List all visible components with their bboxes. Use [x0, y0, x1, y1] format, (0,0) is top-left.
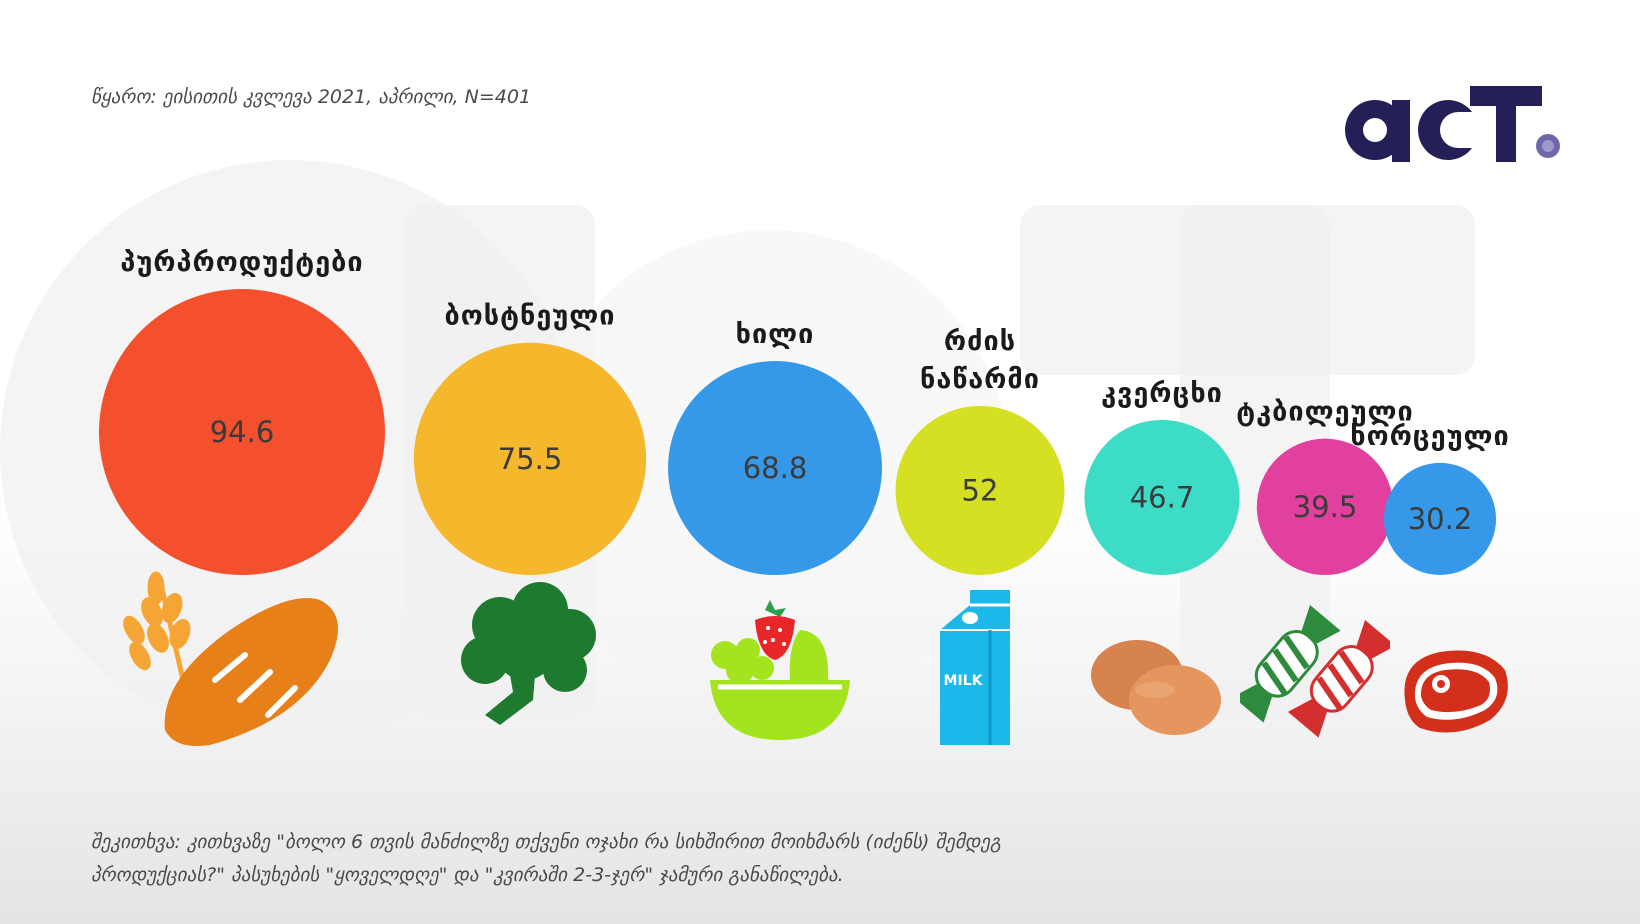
- category-label-2: ხილი: [736, 319, 815, 350]
- bubble-1: [413, 342, 647, 575]
- meat-icon: [1404, 650, 1508, 733]
- value-label-4: 46.7: [1130, 480, 1195, 514]
- value-label-3: 52: [962, 473, 999, 507]
- category-label-6: ხორცეული: [1350, 421, 1510, 452]
- bubble-3: [895, 405, 1065, 575]
- candy-icon: [1240, 605, 1390, 738]
- milk-carton-icon: MILK: [940, 590, 1010, 745]
- value-label-2: 68.8: [743, 451, 808, 485]
- bubble-5: [1256, 438, 1394, 575]
- bread-icon: [123, 571, 338, 746]
- value-label-5: 39.5: [1293, 490, 1358, 524]
- source-note: წყარო: ეისითის კვლევა 2021, აპრილი, N=40…: [91, 86, 532, 108]
- bubble-2: [668, 361, 882, 575]
- category-label-3-0: რძის: [944, 326, 1016, 357]
- value-label-6: 30.2: [1408, 502, 1473, 536]
- question-note: შეკითხვა: კითხვაზე "ბოლო 6 თვის მანძილზე…: [91, 826, 1191, 892]
- bubble-4: [1084, 419, 1240, 575]
- eggs-icon: [1091, 640, 1221, 735]
- category-label-1: ბოსტნეული: [445, 301, 616, 332]
- value-label-1: 75.5: [498, 442, 563, 476]
- value-label-0: 94.6: [210, 415, 275, 449]
- bubble-0: [99, 289, 385, 575]
- category-label-4: კვერცხი: [1101, 378, 1223, 409]
- broccoli-icon: [461, 582, 596, 725]
- question-line-2: პროდუქციას?" პასუხების "ყოველდღე" და "კვ…: [91, 864, 844, 886]
- bubble-6: [1383, 462, 1497, 575]
- category-label-0: პურპროდუქტები: [120, 247, 363, 278]
- svg-text:MILK: MILK: [944, 673, 984, 689]
- fruit-bowl-icon: [710, 600, 850, 740]
- question-line-1: შეკითხვა: კითხვაზე "ბოლო 6 თვის მანძილზე…: [91, 831, 1002, 853]
- category-label-5: ტკბილეული: [1236, 397, 1414, 428]
- category-label-3-1: ნაწარმი: [920, 364, 1040, 395]
- act-logo: [1345, 86, 1560, 162]
